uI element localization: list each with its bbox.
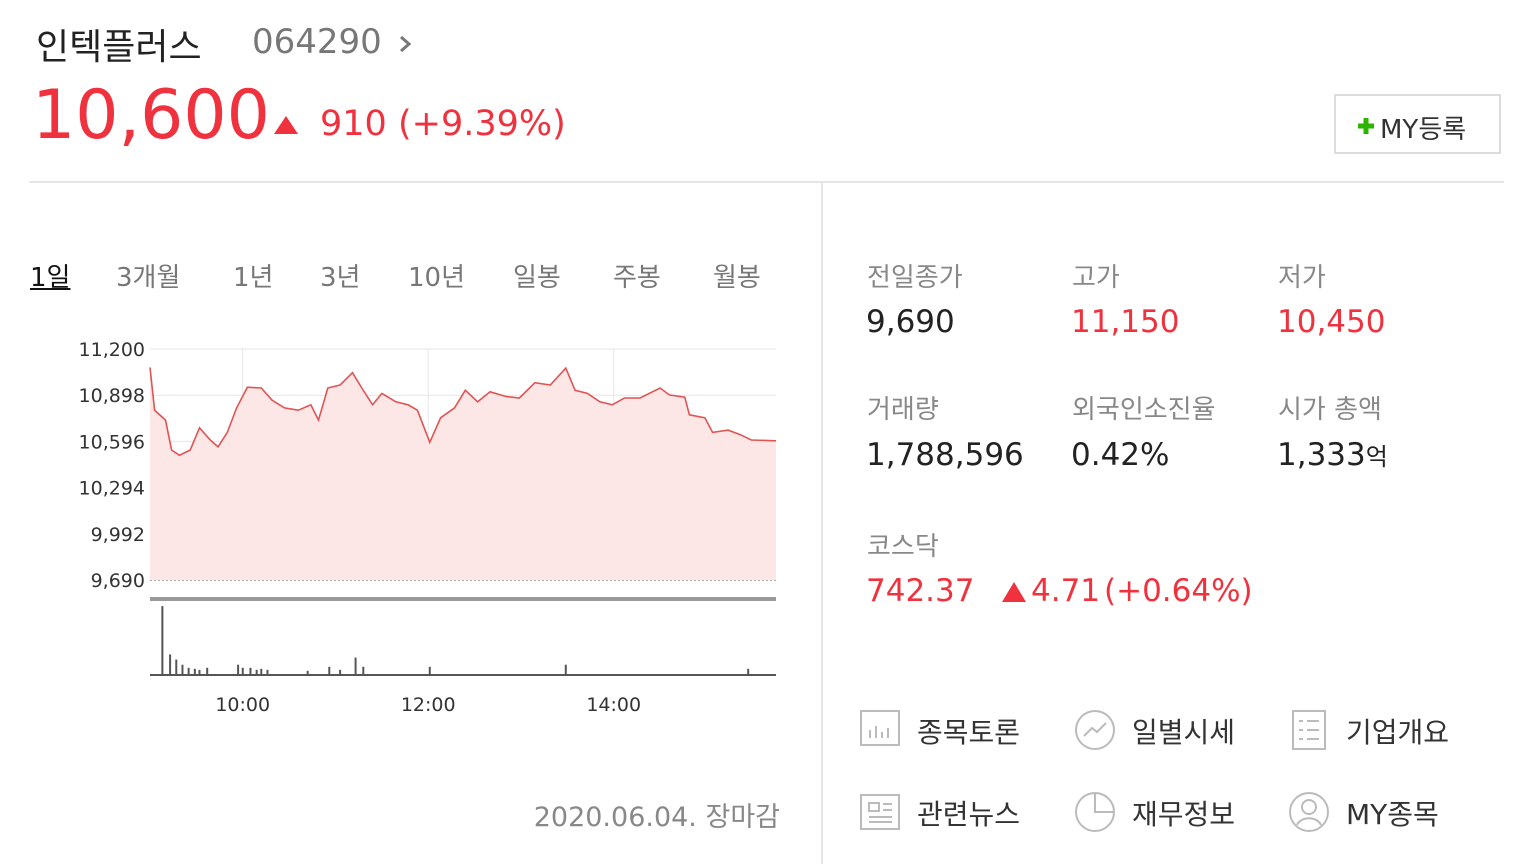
- tab[interactable]: 주봉: [613, 263, 661, 293]
- volume-bar: [260, 668, 263, 675]
- y-tick-label: 9,690: [91, 570, 145, 592]
- y-tick-label: 10,596: [79, 431, 145, 453]
- link-icon[interactable]: [858, 708, 902, 752]
- volume-bar: [339, 669, 342, 675]
- panel-separator: [150, 597, 776, 601]
- volume-bar: [249, 667, 252, 675]
- stat-value: 9,690: [866, 304, 955, 340]
- link[interactable]: MY종목: [1346, 798, 1439, 831]
- up-triangle: [274, 116, 298, 134]
- link-icon[interactable]: [1073, 790, 1117, 834]
- volume-bar: [564, 664, 567, 675]
- volume-bar: [328, 666, 331, 675]
- chevron[interactable]: [398, 34, 412, 54]
- tab[interactable]: 월봉: [713, 263, 761, 293]
- stat-label: 거래량: [867, 395, 939, 425]
- volume-bar: [206, 667, 209, 675]
- stock-name[interactable]: 인텍플러스: [36, 27, 202, 68]
- tab[interactable]: 3년: [320, 263, 361, 293]
- tab[interactable]: 일봉: [513, 263, 561, 293]
- stat-unit: 억: [1365, 443, 1388, 471]
- volume-bar: [198, 669, 201, 675]
- tab[interactable]: 1년: [233, 263, 274, 293]
- volume-bar: [428, 666, 431, 675]
- plus-icon: [1358, 118, 1374, 134]
- link-icon[interactable]: [858, 790, 902, 834]
- y-tick-label: 10,294: [79, 478, 145, 500]
- volume-bar: [255, 669, 258, 675]
- stat-label: 외국인소진율: [1072, 395, 1216, 425]
- stat-value: 1,333억: [1277, 437, 1388, 473]
- link[interactable]: 재무정보: [1132, 798, 1236, 831]
- volume-bar: [169, 654, 172, 675]
- my-button[interactable]: MY등록: [1334, 94, 1501, 154]
- stat-value: 1,788,596: [866, 437, 1024, 473]
- link-icon[interactable]: [1073, 708, 1117, 752]
- index-name: 코스닥: [867, 532, 939, 562]
- link[interactable]: 일별시세: [1132, 716, 1236, 749]
- x-tick-label: 10:00: [215, 694, 270, 716]
- volume-bar: [175, 659, 178, 675]
- y-tick-label: 9,992: [91, 524, 145, 546]
- price-change-pct: (+9.39%): [398, 104, 566, 144]
- stat-label: 시가 총액: [1278, 395, 1382, 425]
- stat-label: 저가: [1278, 263, 1326, 293]
- link-icon[interactable]: [1287, 708, 1331, 752]
- index-change: 4.71: [1031, 573, 1101, 609]
- stat-value: 0.42%: [1071, 437, 1170, 473]
- price-line: [149, 366, 777, 457]
- tab[interactable]: 3개월: [116, 263, 181, 293]
- index-change-pct: (+0.64%): [1104, 573, 1253, 609]
- volume-bar: [187, 667, 190, 675]
- up-triangle: [1002, 582, 1026, 602]
- stat-value: 10,450: [1277, 304, 1386, 340]
- index-value: 742.37: [866, 573, 975, 609]
- volume-bar: [362, 666, 365, 675]
- footer-date: 2020.06.04. 장마감: [533, 802, 780, 833]
- price: 10,600: [32, 76, 270, 155]
- link[interactable]: 종목토론: [917, 716, 1021, 749]
- volume-bar: [747, 668, 750, 675]
- stat-value: 11,150: [1071, 304, 1180, 340]
- stat-label: 고가: [1072, 263, 1120, 293]
- volume-bar: [193, 668, 196, 675]
- x-tick-label: 12:00: [401, 694, 456, 716]
- volume-bar: [181, 664, 184, 675]
- volume-bar: [306, 670, 309, 675]
- my-button-text: MY등록: [1380, 115, 1467, 145]
- link[interactable]: 기업개요: [1346, 716, 1450, 749]
- tab[interactable]: 10년: [408, 263, 466, 293]
- chart: 10:00 12:00 14:00 9,690 9,992 10,294 10,596 10,…: [79, 339, 777, 716]
- stat-label: 전일종가: [867, 263, 963, 293]
- divider: [29, 181, 1504, 183]
- x-tick-label: 14:00: [586, 694, 641, 716]
- link[interactable]: 관련뉴스: [917, 798, 1021, 831]
- area-fill: [150, 367, 776, 580]
- stock-code[interactable]: 064290: [252, 22, 382, 62]
- y-tick-label: 11,200: [79, 339, 145, 361]
- divider: [821, 183, 823, 864]
- tab[interactable]: 1일: [30, 263, 71, 293]
- price-change: 910: [320, 104, 387, 144]
- y-tick-label: 10,898: [79, 385, 145, 407]
- volume-bar: [241, 667, 244, 675]
- volume-bar: [266, 669, 269, 675]
- volume-bar: [237, 664, 240, 675]
- volume-bar: [354, 657, 357, 675]
- volume-bar: [161, 606, 164, 675]
- link-icon[interactable]: [1287, 790, 1331, 834]
